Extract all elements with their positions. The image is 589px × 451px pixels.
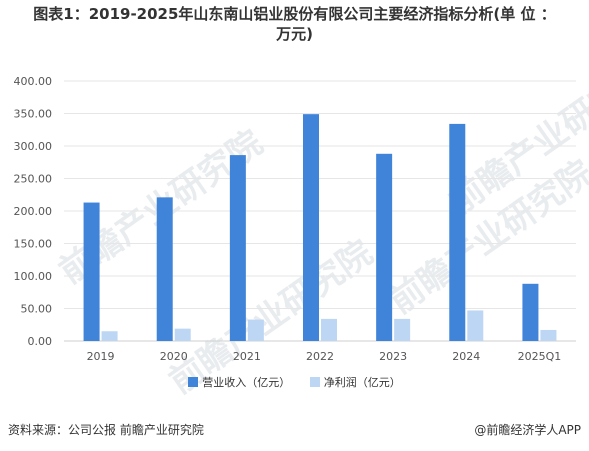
bar-revenue	[303, 114, 319, 342]
legend-label-profit: 净利润（亿元）	[323, 376, 401, 389]
bar-revenue	[156, 197, 173, 341]
y-tick-label: 150.00	[14, 238, 53, 251]
bar-revenue	[522, 283, 539, 341]
bar-profit	[174, 328, 191, 341]
x-tick-label: 2021	[233, 350, 261, 363]
bar-revenue	[83, 202, 100, 341]
legend-label-revenue: 营业收入（亿元）	[202, 376, 291, 389]
legend-swatch-profit	[309, 377, 320, 387]
bar-revenue	[449, 123, 466, 342]
x-tick-label: 2022	[306, 350, 334, 363]
x-tick-label: 2019	[87, 350, 115, 363]
y-tick-label: 350.00	[14, 108, 53, 121]
bar-profit	[101, 331, 118, 341]
bar-profit	[394, 318, 411, 341]
legend-item-profit: 净利润（亿元）	[309, 374, 401, 390]
chart-title-line1: 图表1：2019-2025年山东南山铝业股份有限公司主要经济指标分析(单 位 ：	[33, 5, 556, 23]
y-tick-label: 0.00	[28, 335, 53, 348]
x-tick-label: 2020	[160, 350, 188, 363]
x-tick-label: 2025Q1	[518, 350, 562, 363]
legend-item-revenue: 营业收入（亿元）	[188, 374, 290, 390]
chart-title: 图表1：2019-2025年山东南山铝业股份有限公司主要经济指标分析(单 位 ：…	[0, 4, 589, 44]
y-tick-label: 300.00	[14, 140, 53, 153]
bar-revenue	[229, 155, 246, 341]
bar-profit	[321, 318, 337, 341]
x-tick-label: 2024	[452, 350, 480, 363]
x-tick-label: 2023	[379, 350, 407, 363]
y-tick-label: 400.00	[14, 75, 53, 88]
y-tick-label: 200.00	[14, 205, 53, 218]
bar-profit	[540, 329, 557, 341]
bar-profit	[247, 319, 264, 341]
bar-revenue	[376, 153, 393, 341]
chart-title-line2: 万元)	[276, 25, 313, 43]
brand-note: @前瞻经济学人APP	[474, 423, 581, 437]
legend-swatch-revenue	[188, 377, 199, 387]
y-tick-label: 50.00	[21, 303, 53, 316]
y-tick-label: 250.00	[14, 173, 53, 186]
source-note: 资料来源：公司公报 前瞻产业研究院	[8, 423, 204, 437]
y-tick-label: 100.00	[14, 270, 53, 283]
bar-profit	[467, 310, 484, 341]
chart-legend: 营业收入（亿元） 净利润（亿元）	[0, 374, 589, 390]
